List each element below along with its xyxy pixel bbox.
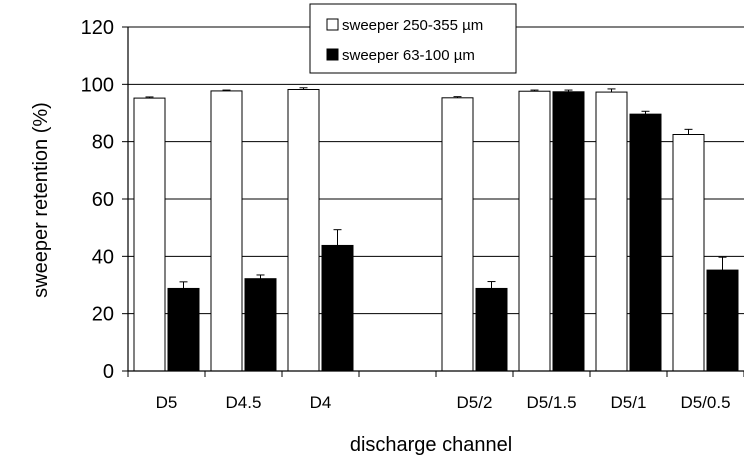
bar-series-1 [210,90,243,372]
legend-box [309,3,517,74]
y-tick-label: 60 [92,189,114,211]
bar-series-2 [552,91,585,372]
bar-series-2 [244,278,277,372]
legend-swatch-series-2 [326,48,339,61]
bar-series-1 [133,97,166,372]
bar-series-2 [167,287,200,372]
legend: sweeper 250-355 µm sweeper 63-100 µm [309,3,517,74]
y-tick-label: 0 [103,361,114,383]
y-tick-label: 40 [92,246,114,268]
x-tick-label: D5/1 [611,393,647,412]
x-tick-label: D5/2 [457,393,493,412]
x-axis-title: discharge channel [350,434,512,456]
bar-series-1 [518,90,551,372]
bars [133,87,739,372]
bar-series-2 [706,269,739,372]
bar-series-2 [321,244,354,372]
bar-series-1 [672,134,705,372]
x-tick-label: D4.5 [226,393,262,412]
axes: 0 20 40 60 80 100 120 D5 D4.5 D4 D5/2 D5/1.5 D5/1 D5/… [81,17,744,412]
bar-series-2 [475,287,508,372]
bar-series-2 [629,113,662,372]
legend-label-series-2: sweeper 63-100 µm [342,47,475,64]
y-tick-label: 120 [81,17,114,39]
legend-swatch-series-1 [326,18,339,31]
bar-series-1 [441,97,474,372]
legend-label-series-1: sweeper 250-355 µm [342,17,483,34]
x-tick-label: D5/1.5 [526,393,576,412]
x-tick-label: D5 [156,393,178,412]
x-tick-label: D5/0.5 [680,393,730,412]
y-axis-title: sweeper retention (%) [30,102,52,298]
y-tick-label: 80 [92,132,114,154]
y-tick-label: 20 [92,304,114,326]
y-tick-label: 100 [81,74,114,96]
bar-series-1 [287,88,320,372]
x-tick-label: D4 [310,393,332,412]
bar-series-1 [595,91,628,372]
